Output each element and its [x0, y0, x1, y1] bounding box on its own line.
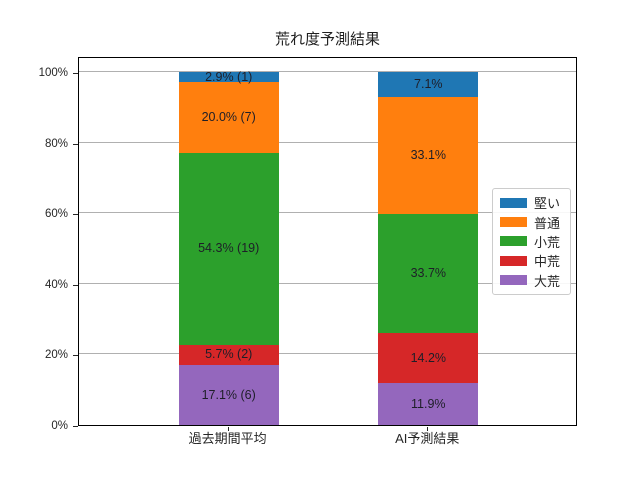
x-tick-mark [227, 427, 229, 431]
bar-segment-firm: 2.9% (1) [178, 69, 279, 84]
bar-segment-heavy-rough: 17.1% (6) [178, 364, 279, 425]
y-tick-mark [73, 355, 78, 357]
y-tick-mark [73, 284, 78, 286]
gridline-20 [79, 353, 576, 355]
bar-segment-mid-rough: 5.7% (2) [178, 344, 279, 365]
segment-value-label: 17.1% (6) [201, 387, 256, 402]
segment-value-label: 54.3% (19) [198, 241, 260, 256]
legend-swatch-firm [500, 197, 527, 208]
segment-value-label: 7.1% [414, 77, 443, 92]
legend-label-firm: 堅い [534, 196, 561, 212]
y-tick-mark [73, 426, 78, 427]
legend-swatch-normal [500, 217, 527, 228]
bar-segment-firm: 7.1% [378, 71, 479, 97]
y-tick-label-20: 20% [44, 349, 68, 362]
bar-segment-mid-rough: 14.2% [378, 332, 479, 383]
legend-label-mid-rough: 中荒 [534, 254, 561, 270]
chart-title: 荒れ度予測結果 [274, 31, 380, 48]
y-tick-label-100: 100% [38, 66, 68, 79]
gridline-40 [79, 282, 576, 284]
legend-item-heavy-rough: 大荒 [500, 271, 563, 290]
stacked-bar-ai-prediction: 11.9% 14.2% 33.7% 33.1% 7.1% [378, 56, 479, 425]
x-tick-mark [427, 427, 429, 431]
y-tick-label-0: 0% [51, 420, 68, 432]
segment-value-label: 20.0% (7) [201, 110, 256, 125]
segment-value-label: 5.7% (2) [205, 347, 253, 362]
y-tick-mark [73, 72, 78, 74]
legend-swatch-light-rough [500, 236, 527, 247]
bar-segment-light-rough: 54.3% (19) [178, 152, 279, 345]
legend-swatch-mid-rough [500, 255, 527, 266]
bar-segment-normal: 20.0% (7) [178, 82, 279, 153]
segment-value-label: 14.2% [410, 350, 447, 365]
stacked-bar-past-average: 17.1% (6) 5.7% (2) 54.3% (19) 20.0% (7) 2.9%… [178, 56, 279, 425]
legend-item-normal: 普通 [500, 213, 563, 232]
y-tick-label-80: 80% [44, 137, 68, 150]
legend-label-heavy-rough: 大荒 [534, 273, 561, 289]
segment-value-label: 33.1% [410, 148, 447, 163]
gridline-80 [79, 141, 576, 143]
y-tick-mark [73, 214, 78, 216]
x-tick-label-past-average: 過去期間平均 [188, 431, 267, 446]
y-tick-mark [73, 143, 78, 145]
legend-label-normal: 普通 [534, 215, 561, 231]
legend-item-mid-rough: 中荒 [500, 251, 563, 270]
bar-segment-heavy-rough: 11.9% [378, 382, 479, 425]
segment-value-label: 33.7% [410, 266, 447, 281]
legend: 堅い普通小荒中荒大荒 [492, 188, 571, 295]
segment-value-label: 2.9% (1) [205, 69, 253, 84]
gridline-60 [79, 212, 576, 214]
gridline-100 [79, 70, 576, 72]
legend-swatch-heavy-rough [500, 275, 527, 286]
legend-label-light-rough: 小荒 [534, 234, 561, 250]
y-tick-label-60: 60% [44, 208, 68, 221]
x-tick-label-ai-prediction: AI予測結果 [395, 431, 460, 446]
bar-segment-normal: 33.1% [378, 96, 479, 214]
bar-segment-light-rough: 33.7% [378, 213, 479, 333]
segment-value-label: 11.9% [411, 396, 446, 411]
y-tick-label-40: 40% [44, 278, 68, 291]
legend-item-light-rough: 小荒 [500, 232, 563, 251]
legend-item-firm: 堅い [500, 193, 563, 212]
